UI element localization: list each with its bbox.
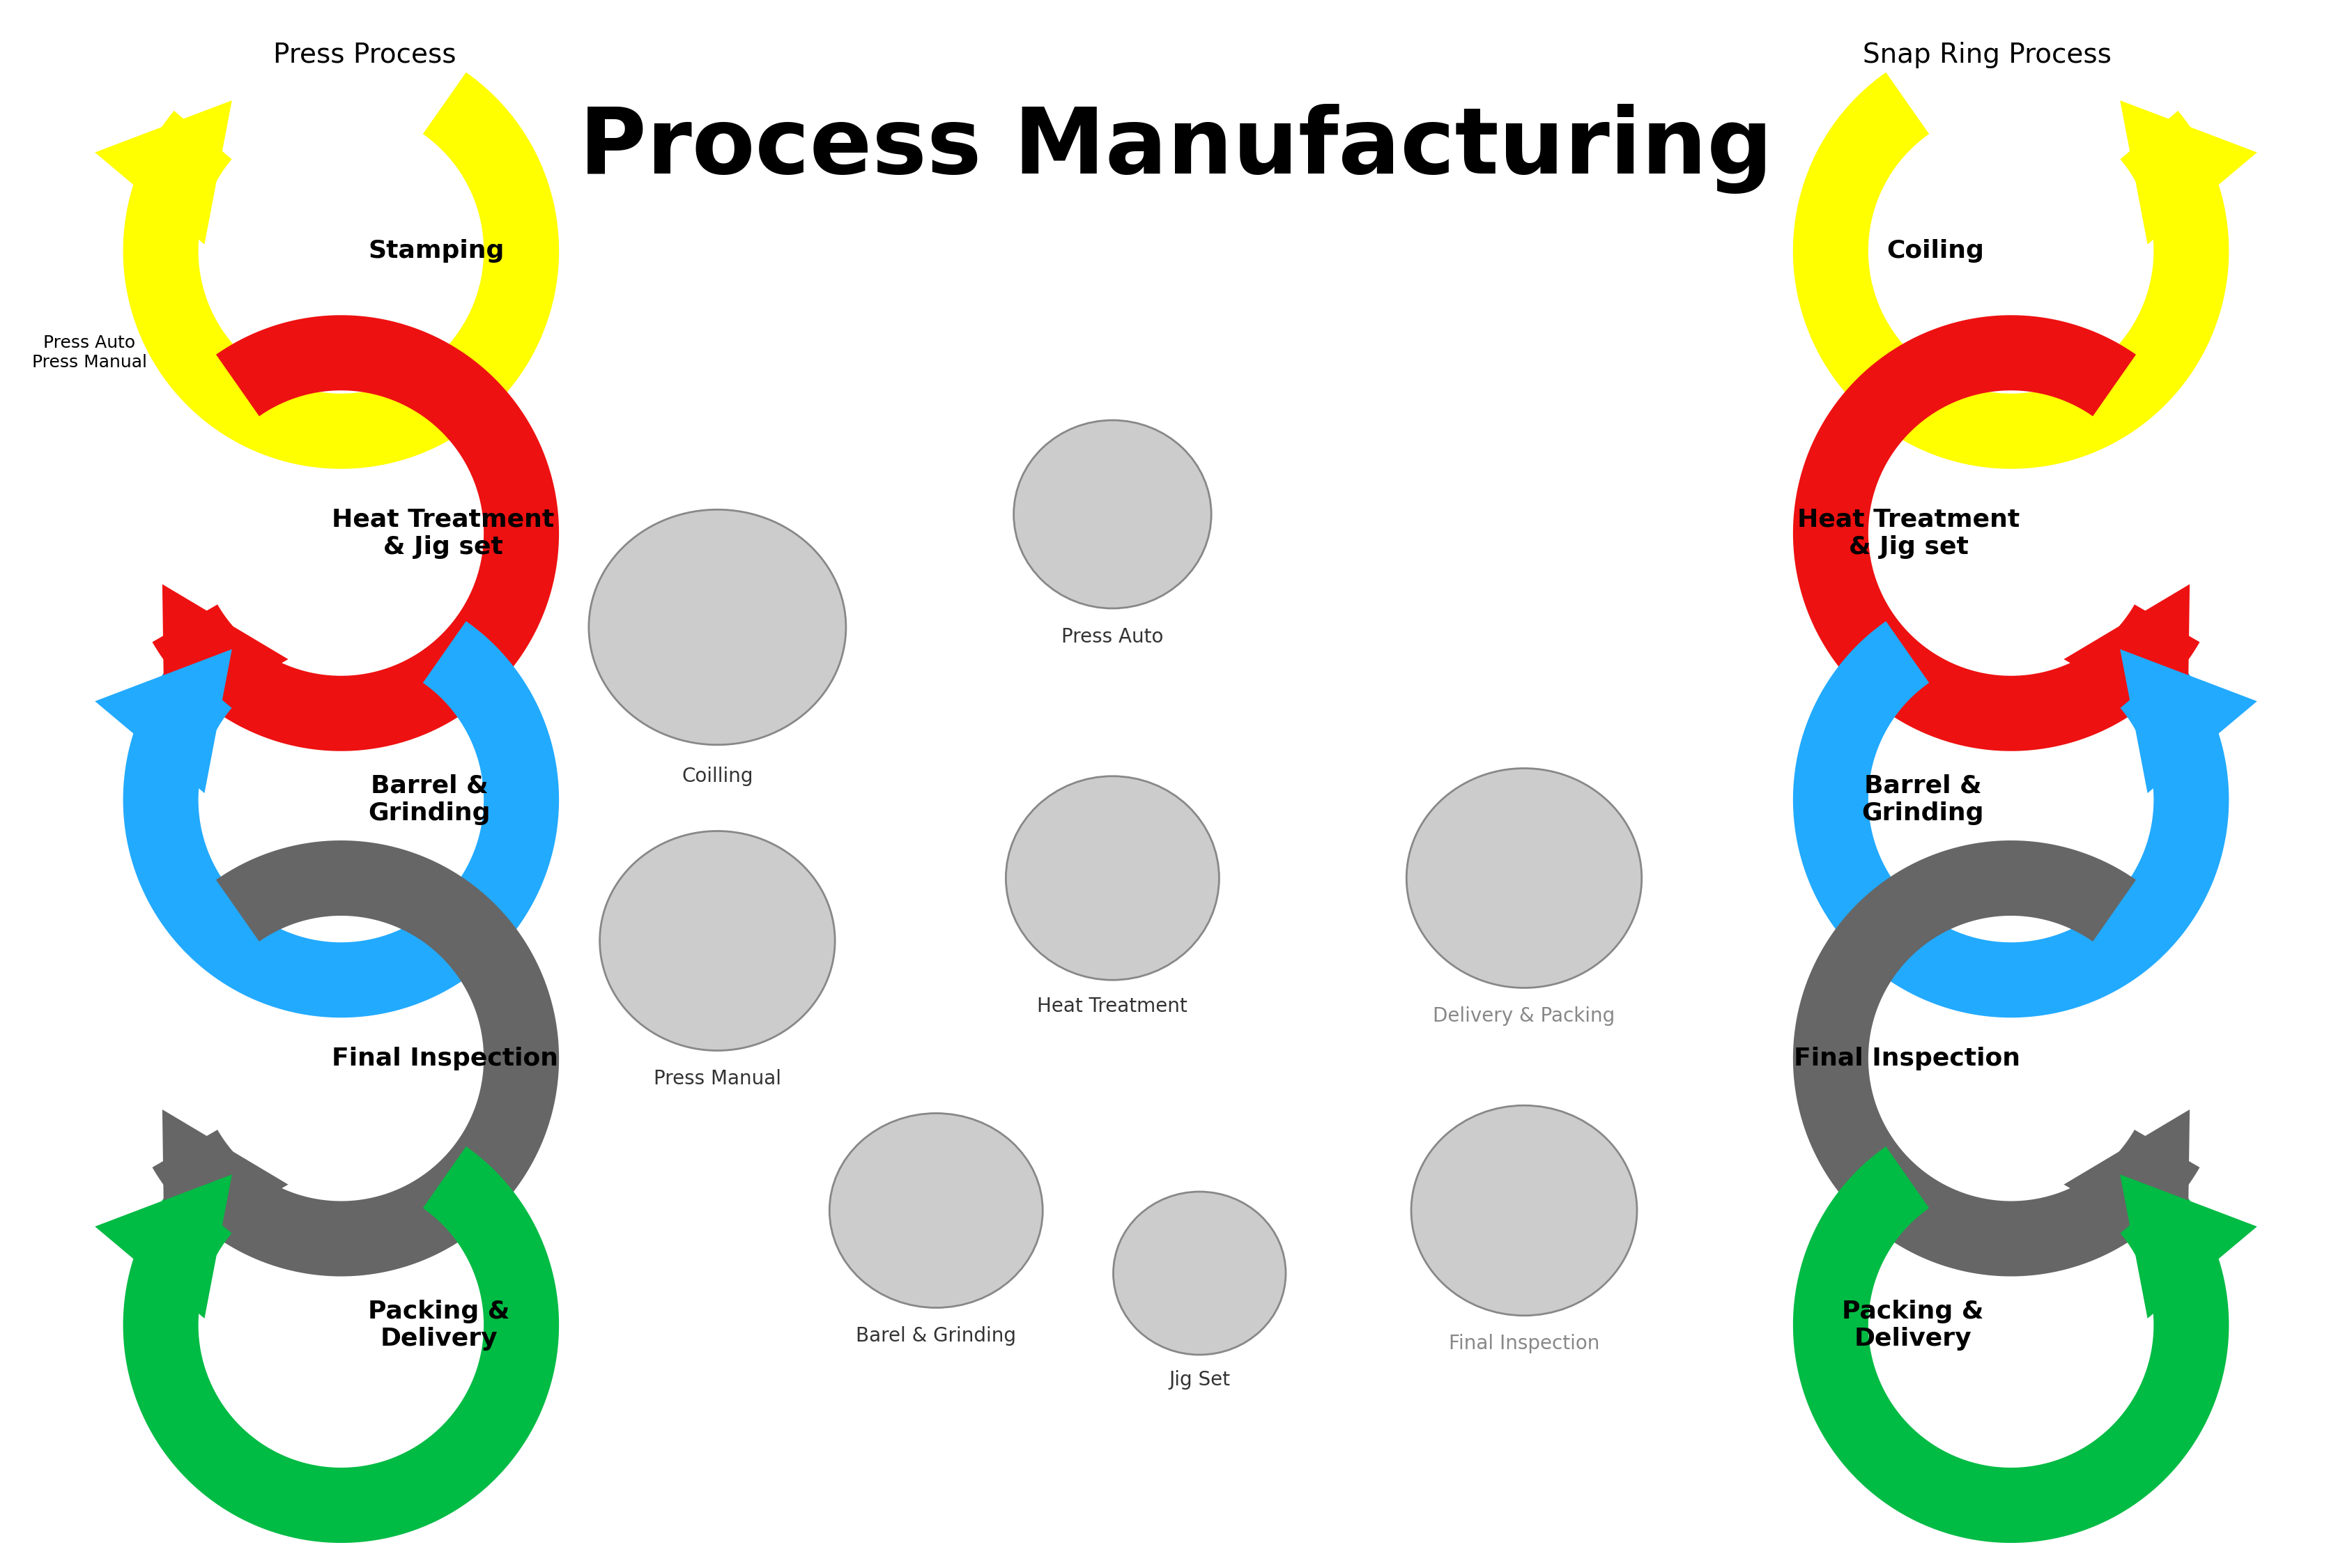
Ellipse shape — [830, 1113, 1042, 1308]
Polygon shape — [2119, 649, 2258, 793]
Ellipse shape — [588, 510, 847, 745]
Text: Heat Treatment
& Jig set: Heat Treatment & Jig set — [332, 508, 555, 558]
Ellipse shape — [600, 831, 835, 1051]
Polygon shape — [162, 585, 289, 731]
Text: Press Process: Press Process — [273, 42, 456, 67]
Text: Coiling: Coiling — [1886, 238, 1985, 263]
Text: Press Auto: Press Auto — [1061, 627, 1164, 646]
Text: Heat Treatment: Heat Treatment — [1037, 997, 1188, 1016]
Text: Coilling: Coilling — [682, 767, 753, 786]
Ellipse shape — [1112, 1192, 1287, 1355]
Text: Process Manufacturing: Process Manufacturing — [579, 103, 1773, 194]
Text: Final Inspection: Final Inspection — [1795, 1046, 2020, 1071]
Text: Press Auto
Press Manual: Press Auto Press Manual — [33, 334, 146, 372]
Polygon shape — [94, 100, 233, 245]
Polygon shape — [1792, 1146, 2230, 1543]
Text: Jig Set: Jig Set — [1169, 1370, 1230, 1389]
Polygon shape — [122, 621, 560, 1018]
Text: Snap Ring Process: Snap Ring Process — [1863, 42, 2112, 67]
Text: Barel & Grinding: Barel & Grinding — [856, 1327, 1016, 1345]
Ellipse shape — [1406, 768, 1642, 988]
Text: Barrel &
Grinding: Barrel & Grinding — [367, 775, 489, 825]
Ellipse shape — [1411, 1105, 1637, 1316]
Polygon shape — [2063, 585, 2190, 731]
Ellipse shape — [1007, 776, 1218, 980]
Polygon shape — [2119, 1174, 2258, 1319]
Polygon shape — [153, 315, 560, 751]
Ellipse shape — [1014, 420, 1211, 608]
Polygon shape — [122, 72, 560, 469]
Text: Press Manual: Press Manual — [654, 1069, 781, 1088]
Polygon shape — [1792, 840, 2199, 1276]
Text: Packing &
Delivery: Packing & Delivery — [367, 1300, 510, 1350]
Polygon shape — [153, 840, 560, 1276]
Polygon shape — [1792, 315, 2199, 751]
Text: Final Inspection: Final Inspection — [332, 1046, 557, 1071]
Polygon shape — [122, 1146, 560, 1543]
Polygon shape — [94, 649, 233, 793]
Polygon shape — [1792, 72, 2230, 469]
Polygon shape — [2119, 100, 2258, 245]
Text: Barrel &
Grinding: Barrel & Grinding — [1863, 775, 1985, 825]
Text: Heat Treatment
& Jig set: Heat Treatment & Jig set — [1797, 508, 2020, 558]
Text: Packing &
Delivery: Packing & Delivery — [1842, 1300, 1985, 1350]
Polygon shape — [162, 1110, 289, 1256]
Polygon shape — [2063, 1110, 2190, 1256]
Text: Delivery & Packing: Delivery & Packing — [1432, 1007, 1616, 1025]
Polygon shape — [1792, 621, 2230, 1018]
Text: Stamping: Stamping — [367, 238, 503, 263]
Text: Final Inspection: Final Inspection — [1449, 1334, 1599, 1353]
Polygon shape — [94, 1174, 233, 1319]
